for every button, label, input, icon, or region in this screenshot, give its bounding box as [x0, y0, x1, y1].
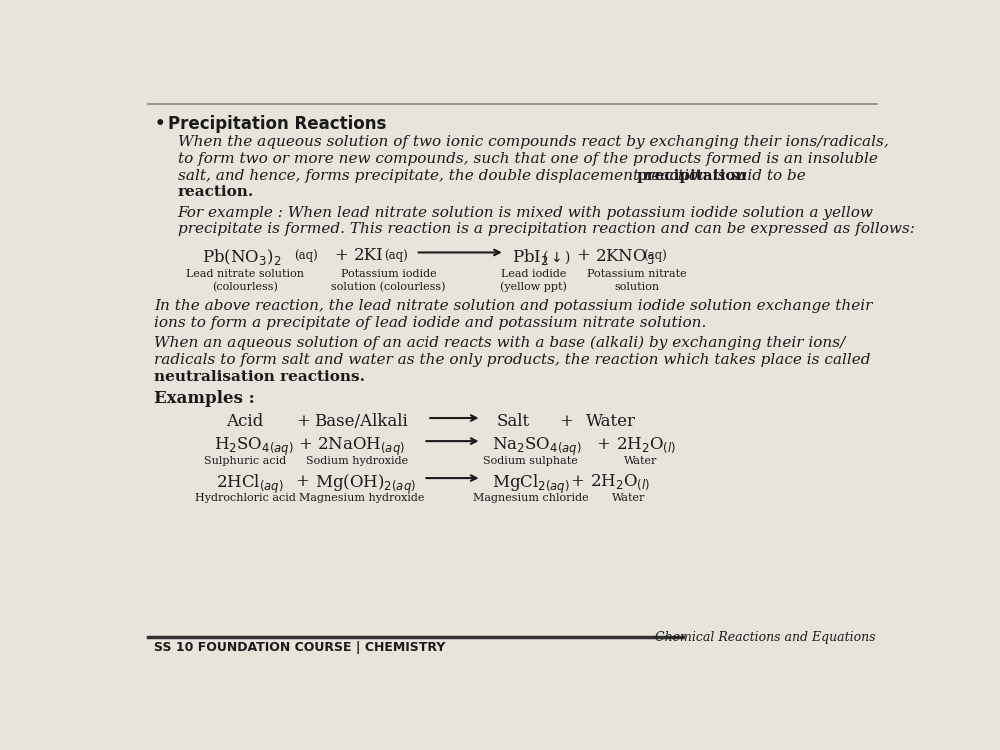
Text: precipitation: precipitation	[637, 169, 747, 182]
Text: Pb(NO$_3$)$_2$: Pb(NO$_3$)$_2$	[202, 247, 282, 267]
Text: Mg(OH)$_{2(aq)}$: Mg(OH)$_{2(aq)}$	[315, 472, 416, 496]
Text: +: +	[559, 413, 573, 430]
Text: solution: solution	[614, 282, 659, 292]
Text: +: +	[298, 436, 312, 453]
Text: neutralisation reactions.: neutralisation reactions.	[154, 370, 365, 383]
Text: Water: Water	[624, 456, 657, 466]
Text: precipitate is formed. This reaction is a precipitation reaction and can be expr: precipitate is formed. This reaction is …	[178, 223, 915, 236]
Text: Chemical Reactions and Equations: Chemical Reactions and Equations	[655, 631, 875, 644]
Text: 2H$_2$O$_{(l)}$: 2H$_2$O$_{(l)}$	[616, 436, 676, 455]
Text: H$_2$SO$_{4(aq)}$: H$_2$SO$_{4(aq)}$	[214, 436, 294, 458]
Text: Acid: Acid	[226, 413, 264, 430]
Text: +: +	[596, 436, 610, 453]
Text: Examples :: Examples :	[154, 389, 255, 406]
Text: When the aqueous solution of two ionic compounds react by exchanging their ions/: When the aqueous solution of two ionic c…	[178, 135, 888, 148]
Text: In the above reaction, the lead nitrate solution and potassium iodide solution e: In the above reaction, the lead nitrate …	[154, 298, 873, 313]
Text: Sodium hydroxide: Sodium hydroxide	[306, 456, 409, 466]
Text: 2KNO$_3$: 2KNO$_3$	[595, 247, 655, 266]
Text: ($\downarrow$): ($\downarrow$)	[542, 248, 571, 266]
Text: 2NaOH$_{(aq)}$: 2NaOH$_{(aq)}$	[317, 436, 405, 458]
Text: (aq): (aq)	[384, 250, 408, 262]
Text: (aq): (aq)	[643, 250, 666, 262]
Text: Base/Alkali: Base/Alkali	[314, 413, 408, 430]
Text: +: +	[571, 472, 584, 490]
Text: 2H$_2$O$_{(l)}$: 2H$_2$O$_{(l)}$	[590, 472, 650, 492]
Text: +: +	[296, 472, 309, 490]
Text: •: •	[154, 115, 165, 132]
Text: (aq): (aq)	[294, 250, 318, 262]
Text: Sodium sulphate: Sodium sulphate	[483, 456, 578, 466]
Text: salt, and hence, forms precipitate, the double displacement reaction is said to : salt, and hence, forms precipitate, the …	[178, 169, 810, 182]
Text: (colourless): (colourless)	[212, 282, 278, 292]
Text: reaction.: reaction.	[178, 185, 254, 200]
Text: ions to form a precipitate of lead iodide and potassium nitrate solution.: ions to form a precipitate of lead iodid…	[154, 316, 707, 329]
Text: PbI$_2$: PbI$_2$	[512, 247, 549, 267]
Text: MgCl$_{2(aq)}$: MgCl$_{2(aq)}$	[492, 472, 569, 496]
Text: Na$_2$SO$_{4(aq)}$: Na$_2$SO$_{4(aq)}$	[492, 436, 581, 458]
Text: For example : When lead nitrate solution is mixed with potassium iodide solution: For example : When lead nitrate solution…	[178, 206, 874, 220]
Text: 2KI: 2KI	[354, 247, 383, 264]
Text: 2HCl$_{(aq)}$: 2HCl$_{(aq)}$	[216, 472, 284, 496]
Text: radicals to form salt and water as the only products, the reaction which takes p: radicals to form salt and water as the o…	[154, 352, 871, 367]
Text: Salt: Salt	[497, 413, 530, 430]
Text: solution (colourless): solution (colourless)	[331, 282, 446, 292]
Text: Sulphuric acid: Sulphuric acid	[204, 456, 286, 466]
Text: Magnesium chloride: Magnesium chloride	[473, 493, 588, 502]
Text: Potassium nitrate: Potassium nitrate	[587, 268, 686, 279]
Text: Lead iodide: Lead iodide	[501, 268, 566, 279]
Text: +: +	[296, 413, 310, 430]
Text: +: +	[334, 247, 348, 264]
Text: Precipitation Reactions: Precipitation Reactions	[168, 115, 386, 133]
Text: Lead nitrate solution: Lead nitrate solution	[186, 268, 304, 279]
Text: Water: Water	[586, 413, 636, 430]
Text: Potassium iodide: Potassium iodide	[341, 268, 436, 279]
Text: When an aqueous solution of an acid reacts with a base (alkali) by exchanging th: When an aqueous solution of an acid reac…	[154, 336, 846, 350]
Text: Water: Water	[612, 493, 645, 502]
Text: +: +	[576, 247, 590, 264]
Text: SS 10 FOUNDATION COURSE | CHEMISTRY: SS 10 FOUNDATION COURSE | CHEMISTRY	[154, 640, 446, 653]
Text: Hydrochloric acid: Hydrochloric acid	[195, 493, 296, 502]
Text: Magnesium hydroxide: Magnesium hydroxide	[299, 493, 424, 502]
Text: to form two or more new compounds, such that one of the products formed is an in: to form two or more new compounds, such …	[178, 152, 878, 166]
Text: (yellow ppt): (yellow ppt)	[500, 282, 567, 292]
